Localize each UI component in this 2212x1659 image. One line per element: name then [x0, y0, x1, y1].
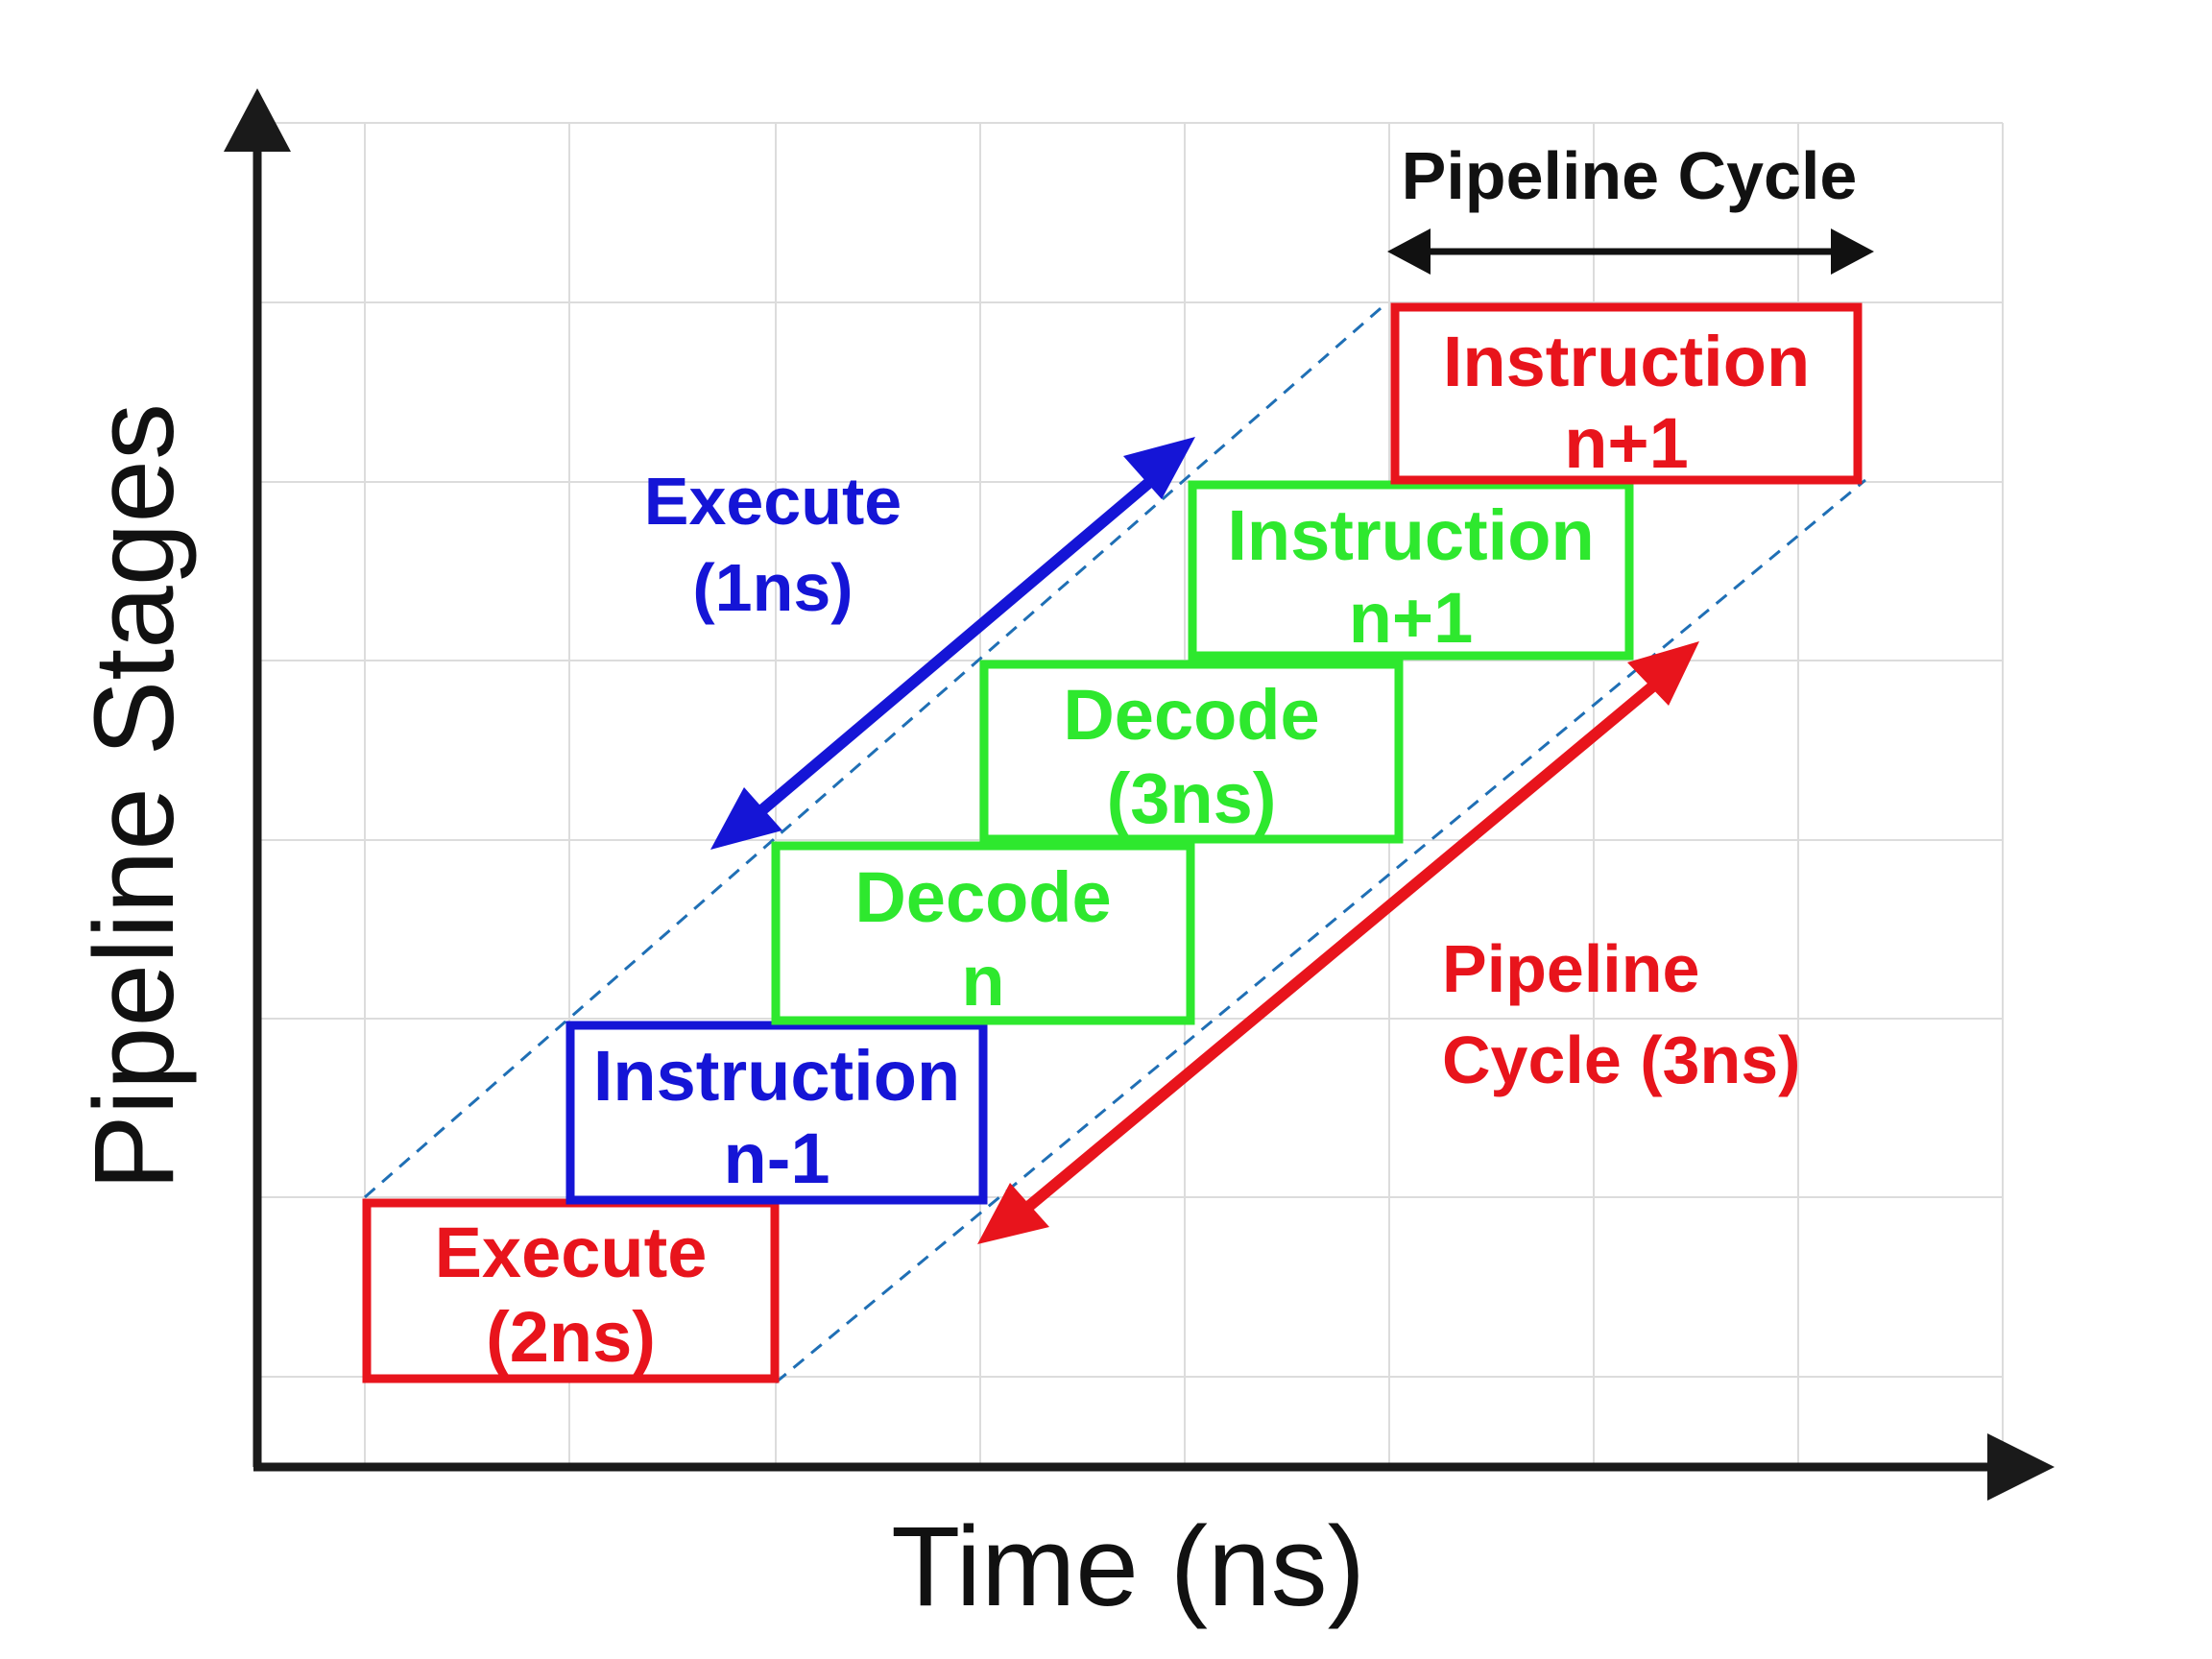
stage-box-label-line1: Instruction — [593, 1036, 960, 1116]
top-cycle-arrowhead-right — [1831, 228, 1874, 275]
stage-box-label-line1: Decode — [854, 857, 1111, 937]
guide-line-upper-left — [364, 301, 1388, 1199]
stage-box-label-line1: Decode — [1063, 675, 1319, 755]
y-axis-title: Pipeline Stages — [71, 403, 198, 1190]
stage-boxes: Execute(2ns)Instructionn-1DecodenDecode(… — [362, 302, 1863, 1383]
red-arrow-shaft — [1019, 679, 1660, 1216]
stage-box-frame — [771, 841, 1195, 1025]
execute-1ns-label-line2: (1ns) — [692, 550, 853, 625]
y-axis-arrowhead — [224, 88, 291, 152]
stage-box-execute-2ns: Execute(2ns) — [362, 1198, 780, 1383]
stage-box-label-line2: (2ns) — [486, 1297, 656, 1377]
x-axis-arrowhead — [1987, 1433, 2055, 1501]
stage-box-frame — [979, 660, 1404, 844]
stage-box-frame — [1188, 480, 1634, 661]
pipeline-cycle-top-label: Pipeline Cycle — [1402, 138, 1858, 213]
execute-1ns-label-line1: Execute — [644, 464, 902, 539]
red-arrowhead-upper — [1627, 641, 1699, 706]
pipeline-cycle-3ns-label-line1: Pipeline — [1442, 931, 1699, 1006]
dashed-guide-lines — [364, 301, 1866, 1384]
x-axis-title: Time (ns) — [891, 1503, 1365, 1630]
top-cycle-arrowhead-left — [1387, 228, 1431, 275]
axes — [224, 88, 2055, 1501]
pipeline-cycle-top-bracket — [1387, 228, 1874, 275]
stage-box-decode-3ns: Decode(3ns) — [979, 660, 1404, 844]
red-arrowhead-lower — [977, 1183, 1049, 1244]
blue-arrow-shaft — [755, 475, 1156, 818]
stage-box-label-line2: n — [961, 941, 1004, 1021]
pipeline-cycle-3ns-double-arrow — [977, 641, 1699, 1244]
stage-box-label-line1: Execute — [435, 1213, 708, 1292]
stage-box-label-line1: Instruction — [1443, 322, 1810, 401]
blue-arrowhead-lower — [710, 787, 782, 850]
stage-box-label-line2: n+1 — [1349, 578, 1474, 658]
execute-1ns-double-arrow — [710, 437, 1195, 850]
stage-box-label-line2: n+1 — [1564, 403, 1689, 483]
guide-line-lower-right — [775, 478, 1866, 1384]
stage-box-label-line1: Instruction — [1227, 495, 1594, 575]
stage-box-label-line2: (3ns) — [1107, 758, 1277, 838]
blue-arrowhead-upper — [1123, 437, 1195, 499]
stage-box-frame — [565, 1021, 988, 1205]
stage-box-label-line2: n-1 — [724, 1118, 830, 1198]
pipeline-cycle-3ns-label-line2: Cycle (3ns) — [1442, 1022, 1800, 1097]
stage-box-frame — [1390, 302, 1863, 485]
